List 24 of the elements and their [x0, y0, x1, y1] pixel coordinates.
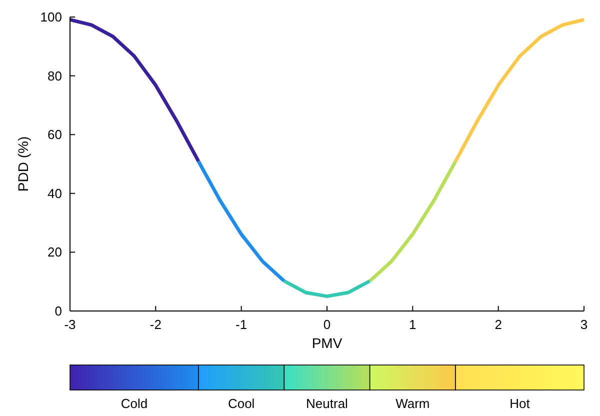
y-axis-title: PDD (%): [15, 136, 31, 192]
x-tick-label: -2: [150, 317, 162, 332]
x-tick-label: 0: [323, 317, 331, 332]
x-axis-title: PMV: [312, 335, 343, 351]
x-tick-label: -1: [236, 317, 248, 332]
x-tick-label: -3: [64, 317, 76, 332]
line-series: [68, 18, 200, 164]
y-tick-label: 40: [48, 186, 62, 201]
x-tick-label: 3: [580, 317, 588, 332]
line-series: [368, 160, 458, 283]
y-tick-label: 100: [40, 10, 62, 24]
y-tick-label: 20: [48, 244, 62, 260]
x-tick-label: 1: [409, 317, 416, 332]
text: Neutral: [306, 396, 348, 411]
text: Hot: [510, 396, 530, 411]
line-series: [196, 160, 286, 283]
y-tick-label: 80: [48, 68, 62, 84]
y-tick-label: 0: [54, 304, 62, 318]
x-tick-label: 2: [494, 317, 502, 332]
line-series: [454, 18, 586, 164]
text: Cool: [228, 396, 255, 411]
text: Warm: [396, 396, 430, 411]
text: Cold: [120, 396, 148, 411]
y-tick-label: 60: [48, 127, 62, 142]
